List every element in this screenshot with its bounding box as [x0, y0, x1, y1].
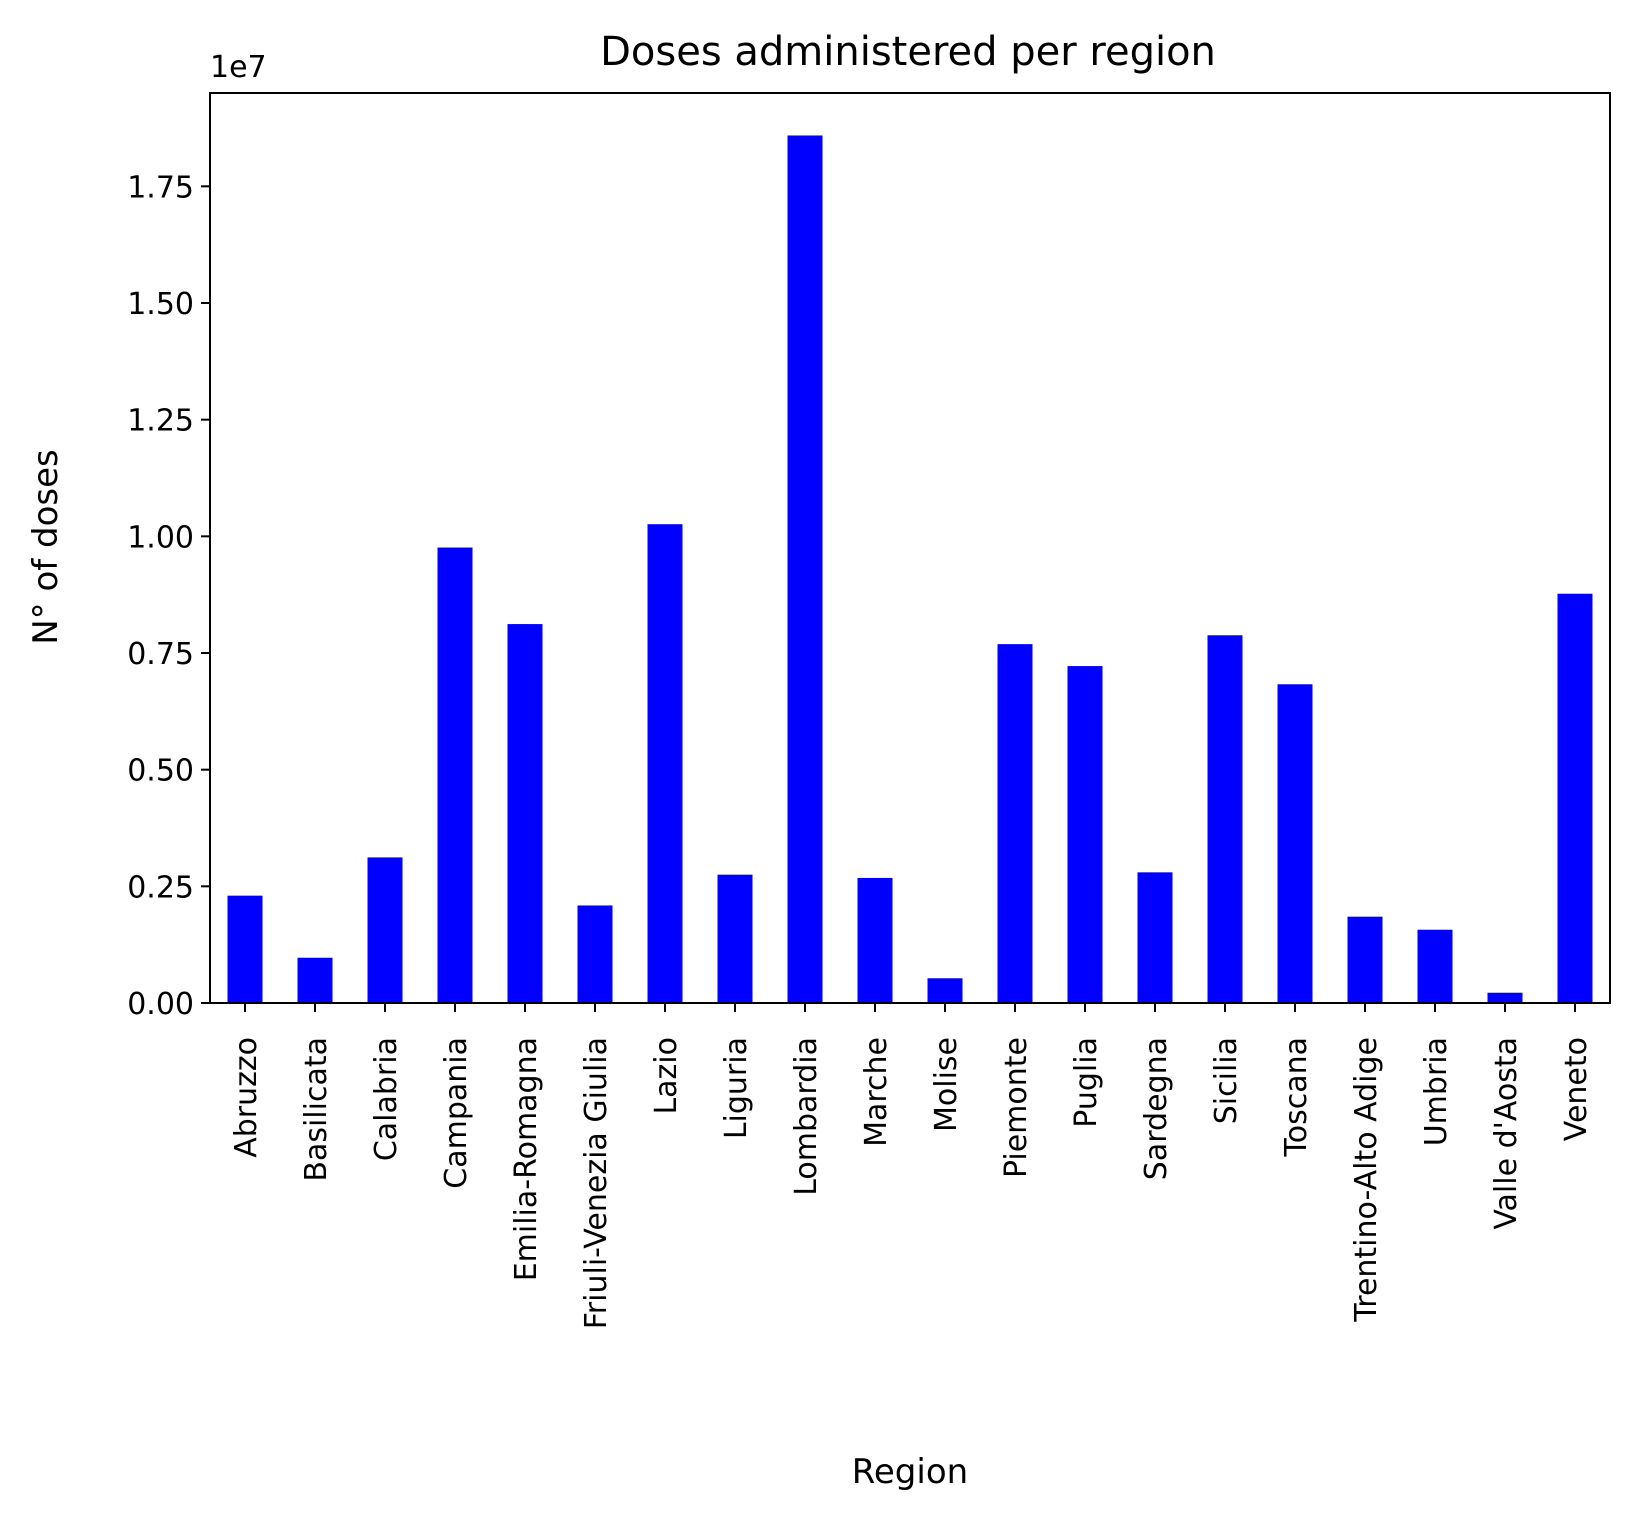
- x-tick-label: Umbria: [1419, 1037, 1454, 1146]
- bar: [1277, 684, 1313, 1003]
- x-tick-label: Lazio: [649, 1037, 684, 1115]
- bar: [367, 857, 403, 1003]
- bar: [1067, 666, 1103, 1003]
- y-axis-label: N° of doses: [26, 449, 66, 645]
- bar: [577, 905, 613, 1003]
- x-tick-label: Emilia-Romagna: [509, 1037, 544, 1281]
- x-tick-label: Liguria: [719, 1037, 754, 1139]
- bar: [647, 524, 683, 1003]
- plot-area-frame: [209, 92, 1611, 1004]
- bar: [297, 957, 333, 1003]
- chart-title: Doses administered per region: [600, 29, 1216, 75]
- x-axis-label: Region: [852, 1452, 968, 1492]
- x-tick-label: Marche: [859, 1037, 894, 1147]
- x-tick-label: Molise: [929, 1037, 964, 1132]
- bar: [437, 547, 473, 1003]
- bar: [507, 624, 543, 1003]
- y-tick-label: 0.75: [127, 637, 194, 672]
- y-tick-label: 1.75: [127, 170, 194, 205]
- y-axis: 0.00 0.25 0.50 0.75 1.00 1.25 1.50 1.75: [127, 170, 210, 1022]
- bar: [227, 895, 263, 1003]
- bar: [1417, 929, 1453, 1003]
- y-tick-label: 0.00: [127, 987, 194, 1022]
- bar: [1487, 992, 1523, 1003]
- x-tick-label: Toscana: [1279, 1037, 1314, 1158]
- y-tick-label: 0.50: [127, 754, 194, 789]
- x-tick-label: Basilicata: [299, 1037, 334, 1182]
- x-tick-label: Valle d'Aosta: [1489, 1037, 1524, 1230]
- bar: [997, 644, 1033, 1003]
- y-tick-label: 0.25: [127, 870, 194, 905]
- bar: [1207, 635, 1243, 1003]
- x-tick-label: Abruzzo: [229, 1037, 264, 1158]
- x-tick-label: Piemonte: [999, 1037, 1034, 1178]
- bar: [1347, 916, 1383, 1003]
- x-tick-label: Campania: [439, 1037, 474, 1189]
- x-tick-label: Lombardia: [789, 1037, 824, 1196]
- bar: [1557, 593, 1593, 1003]
- bar: [717, 874, 753, 1003]
- y-tick-label: 1.00: [127, 520, 194, 555]
- bar: [857, 877, 893, 1003]
- bar: [927, 978, 963, 1003]
- bars-layer: [227, 135, 1593, 1004]
- x-tick-label: Friuli-Venezia Giulia: [579, 1037, 614, 1329]
- x-tick-label: Veneto: [1559, 1037, 1594, 1141]
- x-tick-label: Sardegna: [1139, 1037, 1174, 1180]
- x-tick-label: Calabria: [369, 1037, 404, 1161]
- x-tick-label: Sicilia: [1209, 1037, 1244, 1124]
- y-axis-offset-label: 1e7: [210, 50, 267, 85]
- y-tick-label: 1.50: [127, 287, 194, 322]
- y-tick-label: 1.25: [127, 404, 194, 439]
- x-axis: Abruzzo Basilicata Calabria Campania Emilia-…: [229, 1003, 1594, 1329]
- bar: [787, 135, 823, 1004]
- x-tick-label: Puglia: [1069, 1037, 1104, 1128]
- bar: [1137, 872, 1173, 1003]
- x-tick-label: Trentino-Alto Adige: [1349, 1037, 1384, 1323]
